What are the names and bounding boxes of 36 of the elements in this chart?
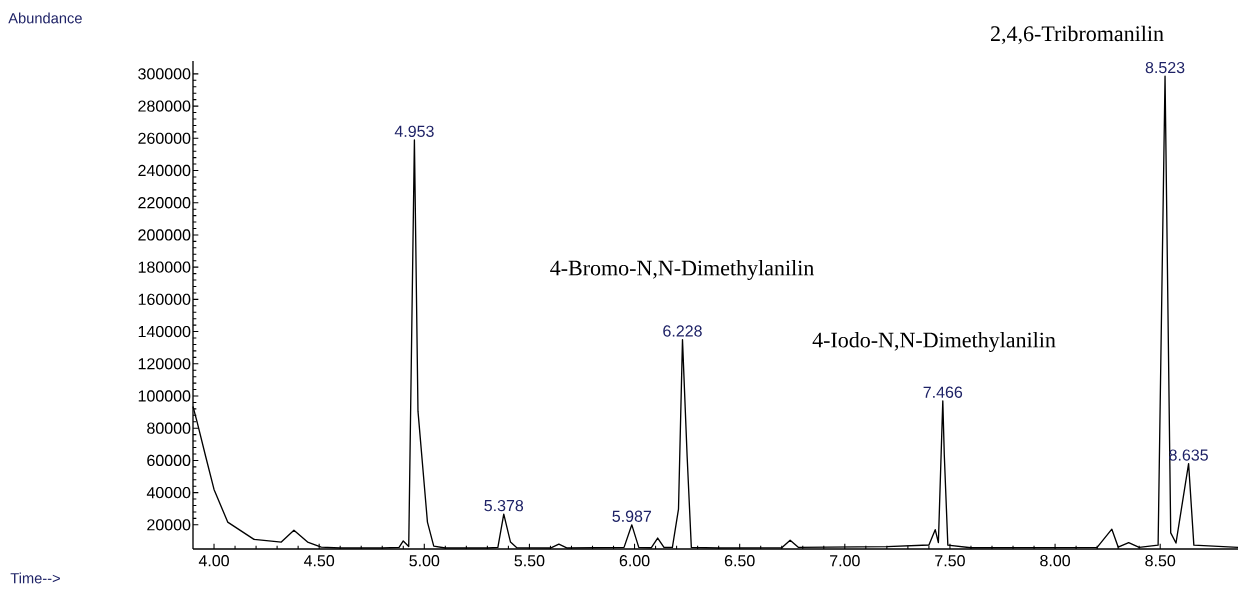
annotation: 8.523: [1145, 61, 1185, 74]
annotation: 6.228: [663, 325, 702, 337]
y-tick-label: 20000: [147, 519, 191, 531]
text: Abundance: [8, 12, 82, 24]
x-tick-label: 7.50: [935, 555, 965, 567]
y-tick-label: 120000: [138, 358, 191, 370]
annotation: 4-Iodo-N,N-Dimethylanilin: [812, 331, 1056, 352]
y-tick-label: 100000: [138, 390, 191, 402]
x-tick-label: 6.50: [724, 555, 755, 567]
y-tick-label: 60000: [147, 454, 191, 467]
annotation: 7.466: [923, 386, 963, 398]
y-tick-label: 160000: [138, 293, 191, 306]
y-tick-label: 280000: [138, 100, 191, 112]
annotation: 4.953: [394, 125, 434, 137]
x-tick-label: 4.50: [303, 555, 335, 567]
y-tick-label: 200000: [138, 229, 191, 241]
y-tick-label: 140000: [138, 325, 191, 338]
annotation: 5.987: [612, 510, 652, 522]
y-tick-label: 220000: [138, 197, 191, 209]
y-tick-label: 80000: [147, 422, 191, 434]
annotation: 4-Bromo-N,N-Dimethylanilin: [550, 259, 814, 280]
x-tick-label: 8.00: [1040, 555, 1071, 567]
x-tick-label: 4.00: [198, 555, 229, 567]
x-tick-label: 7.00: [830, 555, 860, 567]
annotation: 5.378: [484, 499, 524, 512]
y-tick-label: 240000: [138, 164, 191, 177]
x-tick-label: 5.50: [514, 555, 545, 567]
x-tick-label: 6.00: [619, 555, 650, 567]
x-tick-label: 5.00: [409, 555, 440, 567]
text: Time-->: [10, 572, 60, 584]
y-tick-label: 180000: [138, 261, 191, 273]
y-tick-label: 40000: [146, 486, 191, 499]
x-tick-label: 8.50: [1145, 555, 1176, 567]
y-tick-label: 300000: [138, 68, 191, 80]
text: 2,4,6-Tribromanilin: [990, 25, 1164, 45]
y-tick-label: 260000: [138, 132, 191, 144]
